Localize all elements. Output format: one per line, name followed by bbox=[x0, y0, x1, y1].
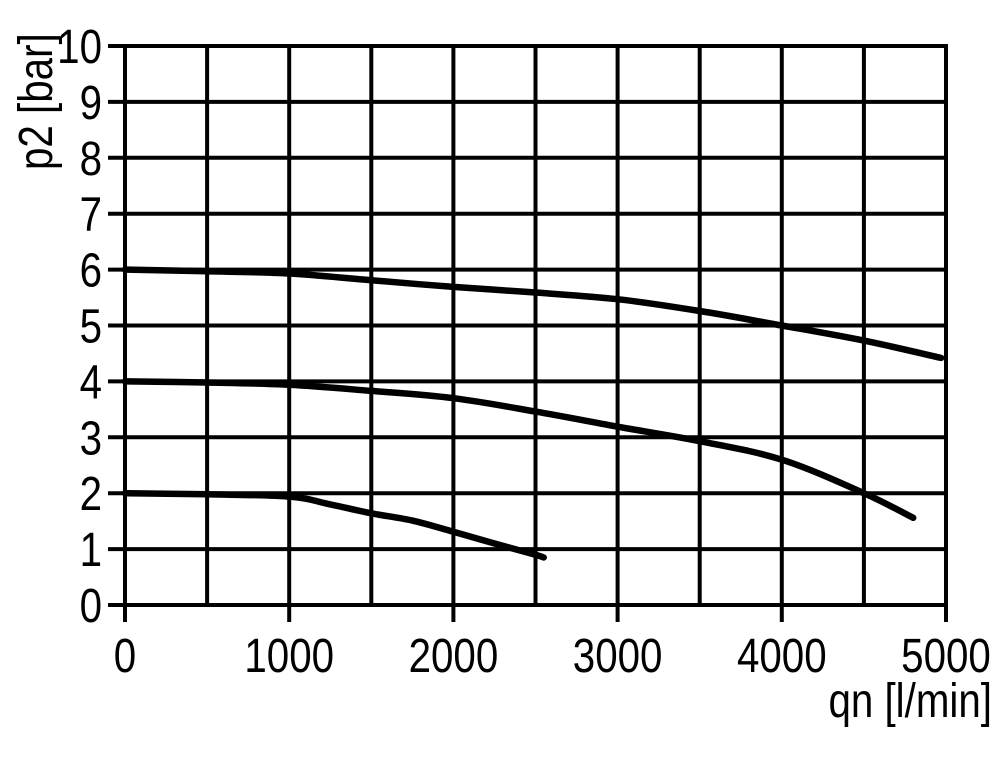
flow-curves bbox=[121, 266, 945, 561]
y-tick-label-0: 0 bbox=[80, 580, 102, 633]
curve-from-4-bar bbox=[121, 378, 917, 522]
x-tick-label-0: 0 bbox=[114, 630, 136, 683]
y-tick-label-4: 4 bbox=[80, 356, 102, 409]
y-tick-label-10: 10 bbox=[57, 21, 102, 74]
y-tick-label-3: 3 bbox=[80, 412, 102, 465]
x-tick-label-3000: 3000 bbox=[573, 630, 663, 683]
grid bbox=[125, 46, 946, 605]
y-tick-label-9: 9 bbox=[80, 77, 102, 130]
x-tick-label-5000: 5000 bbox=[901, 630, 991, 683]
plot-border bbox=[123, 44, 948, 607]
y-tick-label-2: 2 bbox=[80, 468, 102, 521]
x-tick-label-4000: 4000 bbox=[737, 630, 827, 683]
y-tick-label-1: 1 bbox=[80, 524, 102, 577]
plot-frame bbox=[123, 44, 948, 607]
x-axis-title: qn [l/min] bbox=[828, 675, 992, 728]
curve-from-2-bar bbox=[121, 489, 547, 561]
y-tick-label-7: 7 bbox=[80, 188, 102, 241]
y-tick-label-8: 8 bbox=[80, 133, 102, 186]
y-tick-label-6: 6 bbox=[80, 244, 102, 297]
y-axis-title: p2 [bar] bbox=[10, 33, 63, 170]
x-tick-label-2000: 2000 bbox=[409, 630, 499, 683]
y-tick-label-5: 5 bbox=[80, 300, 102, 353]
curve-from-6-bar bbox=[121, 266, 945, 362]
x-tick-label-1000: 1000 bbox=[244, 630, 334, 683]
